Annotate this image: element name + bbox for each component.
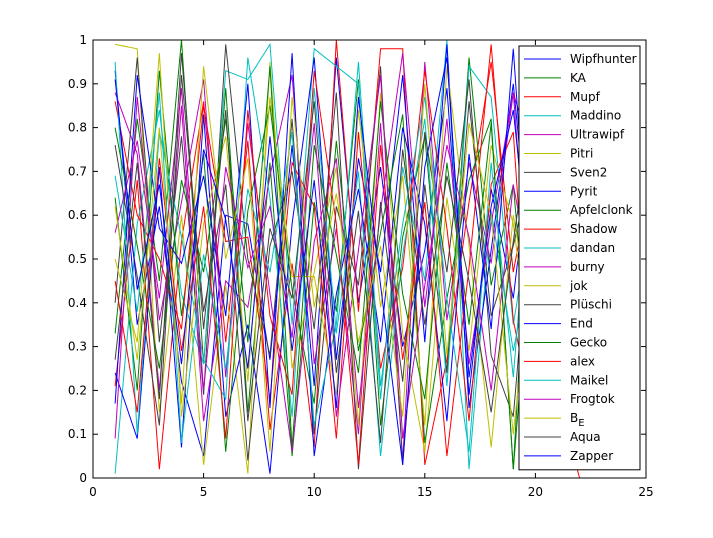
- legend-label: Wipfhunter: [570, 52, 637, 66]
- legend-label: Shadow: [570, 222, 618, 236]
- legend-label: Plüschi: [570, 298, 612, 312]
- legend-label: Ultrawipf: [570, 128, 625, 142]
- y-tick-label: 0.4: [68, 296, 87, 310]
- legend-label: Zapper: [570, 449, 613, 463]
- x-tick-label: 20: [528, 485, 543, 499]
- x-tick-label: 10: [307, 485, 322, 499]
- y-tick-label: 0.6: [68, 208, 87, 222]
- series-line: [114, 57, 581, 465]
- legend-label: Maikel: [570, 373, 608, 387]
- series-line: [114, 44, 581, 465]
- series-line: [114, 53, 581, 444]
- legend-label: Maddino: [570, 109, 621, 123]
- legend-label: Sven2: [570, 165, 607, 179]
- legend-label: Gecko: [570, 336, 607, 350]
- x-tick-label: 15: [417, 485, 432, 499]
- legend-label: Pitri: [570, 147, 593, 161]
- legend-label: Aqua: [570, 430, 601, 444]
- legend-label: burny: [570, 260, 605, 274]
- y-tick-label: 0: [79, 471, 87, 485]
- legend-label: alex: [570, 354, 595, 368]
- y-tick-label: 0.8: [68, 121, 87, 135]
- y-tick-label: 1: [79, 33, 87, 47]
- x-tick-label: 0: [89, 485, 97, 499]
- legend-label: Mupf: [570, 90, 601, 104]
- legend-label: Apfelclonk: [570, 203, 633, 217]
- legend-label: BE: [570, 411, 585, 429]
- legend-label: Pyrit: [570, 184, 598, 198]
- y-tick-label: 0.2: [68, 383, 87, 397]
- y-tick-label: 0.5: [68, 252, 87, 266]
- y-tick-label: 0.7: [68, 164, 87, 178]
- legend-label: KA: [570, 71, 587, 85]
- series-line: [114, 61, 581, 452]
- legend-label: dandan: [570, 241, 615, 255]
- legend-label: jok: [569, 279, 588, 293]
- legend-label: End: [570, 317, 593, 331]
- y-tick-label: 0.9: [68, 77, 87, 91]
- series-line: [114, 48, 581, 457]
- y-tick-label: 0.1: [68, 427, 87, 441]
- x-tick-label: 25: [638, 485, 653, 499]
- y-tick-label: 0.3: [68, 340, 87, 354]
- series-line: [114, 66, 581, 470]
- legend-label: Frogtok: [570, 392, 615, 406]
- x-tick-label: 5: [200, 485, 208, 499]
